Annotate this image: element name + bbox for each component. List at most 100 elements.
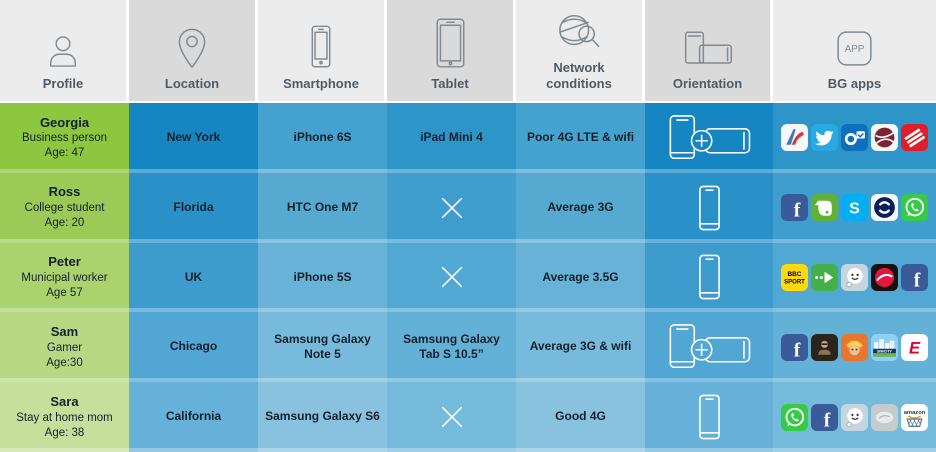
- persona-name: Sam: [50, 323, 79, 339]
- svg-text:f: f: [794, 339, 801, 361]
- no-tablet-icon: [438, 194, 466, 222]
- orientation-cell: [645, 382, 773, 452]
- maroon-emblem-icon: [871, 124, 898, 152]
- persona-role: College student: [24, 202, 105, 215]
- column-label-network-conditions: Network conditions: [546, 59, 612, 91]
- location-cell: Florida: [129, 172, 258, 243]
- column-label-tablet: Tablet: [431, 75, 469, 91]
- app-badge-icon: APP: [833, 27, 876, 70]
- svg-text:f: f: [824, 409, 831, 431]
- pizza-hut-icon: [871, 263, 898, 291]
- facebook-icon: f: [781, 194, 808, 222]
- tablet-cell: iPad Mini 4: [387, 103, 516, 173]
- american-airlines-icon: [781, 124, 808, 152]
- persona-row-sara: Sara Stay at home mom Age: 38 California Sam…: [0, 382, 936, 452]
- column-header-network-conditions: Network conditions: [516, 0, 645, 103]
- persona-age: Age: 20: [44, 217, 85, 230]
- twitter-icon: [811, 124, 838, 152]
- gray-emblem-icon: [871, 403, 898, 431]
- waze-icon: [841, 263, 868, 291]
- column-label-profile: Profile: [42, 75, 84, 91]
- shazam-icon: [871, 194, 898, 222]
- persona-name: Georgia: [39, 114, 90, 130]
- column-label-orientation: Orientation: [672, 75, 743, 91]
- whatsapp-icon: [781, 403, 808, 431]
- column-label-smartphone: Smartphone: [283, 75, 359, 91]
- evernote-icon: [811, 194, 838, 222]
- column-label-bg-apps: BG apps: [827, 75, 882, 91]
- facebook-icon: f: [781, 333, 808, 361]
- call-of-duty-icon: [811, 333, 838, 361]
- persona-role: Stay at home mom: [16, 411, 113, 424]
- orientation-cell: [645, 103, 773, 173]
- tablet-icon: [433, 17, 468, 70]
- amazon-icon: amazon: [901, 403, 928, 431]
- svg-text:f: f: [794, 200, 801, 222]
- column-header-profile: Profile: [0, 0, 129, 103]
- tablet-cell: Samsung Galaxy Tab S 10.5”: [387, 312, 516, 383]
- column-header-orientation: Orientation: [645, 0, 773, 103]
- persona-role: Municipal worker: [21, 272, 108, 284]
- network-conditions-cell: Poor 4G LTE & wifi: [516, 103, 645, 173]
- column-header-bg-apps: APP BG apps: [773, 0, 936, 103]
- bg-apps-cell: f amazon: [773, 382, 936, 452]
- column-header-tablet: Tablet: [387, 0, 516, 103]
- bg-apps-cell: f SIMCITY E: [773, 312, 936, 383]
- location-cell: Chicago: [129, 312, 258, 383]
- smartphone-cell: iPhone 5S: [258, 242, 387, 313]
- network-conditions-cell: Average 3G & wifi: [516, 312, 645, 383]
- svg-text:SPORT: SPORT: [784, 280, 805, 286]
- persona-row-sam: Sam Gamer Age:30 Chicago Samsung Galaxy Note…: [0, 312, 936, 383]
- table-header-row: Profile Location Smartphone Tablet Netwo…: [0, 0, 936, 103]
- orientation-both-icon: [663, 113, 755, 163]
- orientation-portrait-icon: [695, 184, 724, 232]
- svg-text:f: f: [914, 269, 921, 291]
- facebook-icon: f: [811, 403, 838, 431]
- clash-of-clans-icon: [841, 333, 868, 361]
- orientation-cell: [645, 242, 773, 313]
- bank-of-america-icon: [901, 124, 928, 152]
- persona-age: Age:30: [46, 356, 83, 369]
- outlook-icon: [841, 124, 868, 152]
- location-cell: California: [129, 382, 258, 452]
- orientation-portrait-icon: [695, 393, 724, 441]
- network-conditions-cell: Good 4G: [516, 382, 645, 452]
- tablet-cell: [387, 242, 516, 313]
- bg-apps-cell: BBC SPORT f: [773, 242, 936, 313]
- persona-age: Age: 38: [44, 426, 85, 439]
- whatsapp-icon: [901, 194, 928, 222]
- svg-text:APP: APP: [845, 44, 865, 55]
- no-tablet-icon: [438, 263, 466, 291]
- bg-apps-cell: [773, 103, 936, 173]
- profile-cell: Ross College student Age: 20: [0, 172, 129, 243]
- smartphone-cell: Samsung Galaxy S6: [258, 382, 387, 452]
- svg-text:SIMCITY: SIMCITY: [877, 349, 893, 353]
- profile-cell: Sara Stay at home mom Age: 38: [0, 382, 129, 452]
- column-label-location: Location: [164, 75, 220, 91]
- orientation-icon: [677, 29, 739, 70]
- column-header-location: Location: [129, 0, 258, 103]
- orientation-cell: [645, 172, 773, 243]
- network-conditions-icon: [554, 10, 604, 54]
- persona-row-peter: Peter Municipal worker Age 57 UK iPhone 5S Av…: [0, 242, 936, 313]
- svg-text:E: E: [909, 339, 921, 358]
- smartphone-cell: Samsung Galaxy Note 5: [258, 312, 387, 383]
- skype-icon: S: [841, 194, 868, 222]
- profile-cell: Peter Municipal worker Age 57: [0, 242, 129, 313]
- location-cell: UK: [129, 242, 258, 313]
- smartphone-cell: iPhone 6S: [258, 103, 387, 173]
- persona-row-ross: Ross College student Age: 20 Florida HTC One…: [0, 172, 936, 243]
- persona-role: Business person: [21, 132, 108, 145]
- persona-role: Gamer: [46, 341, 83, 354]
- svg-text:S: S: [849, 200, 860, 218]
- network-conditions-cell: Average 3.5G: [516, 242, 645, 313]
- orientation-portrait-icon: [695, 253, 724, 301]
- persona-name: Ross: [48, 184, 81, 200]
- waze-icon: [841, 403, 868, 431]
- espn-icon: E: [901, 333, 928, 361]
- persona-name: Sara: [50, 393, 79, 409]
- pin-icon: [175, 27, 209, 70]
- orientation-both-icon: [663, 322, 755, 372]
